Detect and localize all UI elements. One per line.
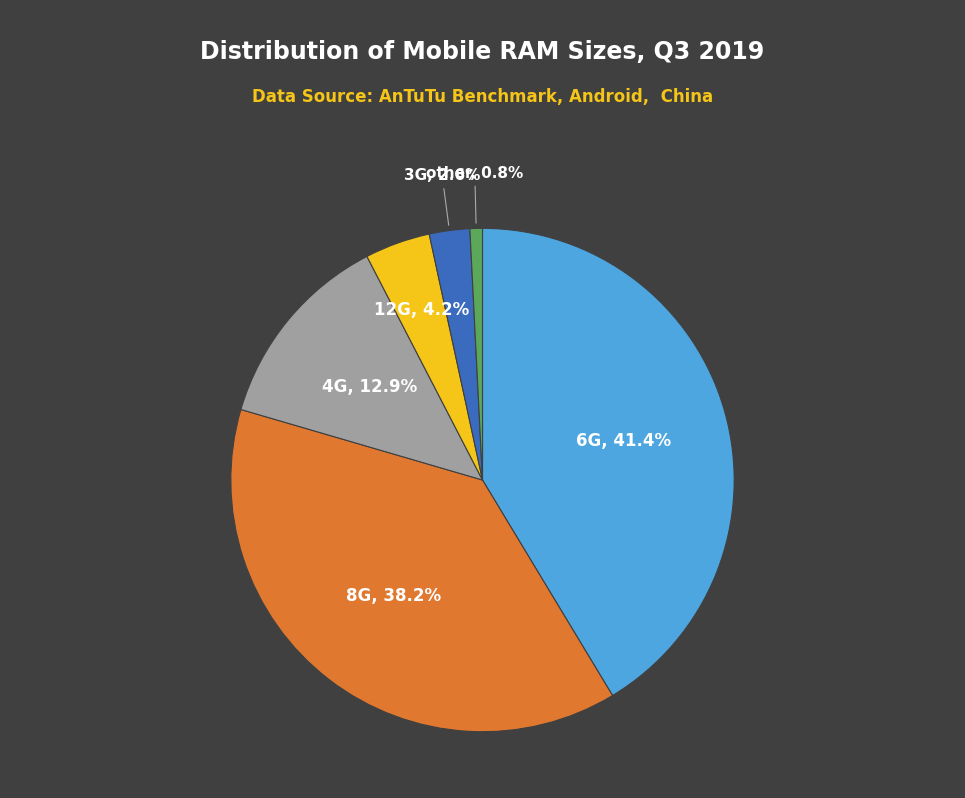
- Wedge shape: [367, 234, 482, 480]
- Text: 4G, 12.9%: 4G, 12.9%: [322, 378, 418, 397]
- Text: other, 0.8%: other, 0.8%: [427, 165, 523, 223]
- Wedge shape: [429, 229, 482, 480]
- Text: 8G, 38.2%: 8G, 38.2%: [345, 587, 441, 605]
- Text: Data Source: AnTuTu Benchmark, Android,  China: Data Source: AnTuTu Benchmark, Android, …: [252, 88, 713, 106]
- Text: 12G, 4.2%: 12G, 4.2%: [373, 301, 469, 318]
- Text: 6G, 41.4%: 6G, 41.4%: [575, 432, 671, 450]
- Wedge shape: [241, 256, 482, 480]
- Wedge shape: [482, 228, 734, 696]
- Wedge shape: [470, 228, 482, 480]
- Text: 3G, 2.6%: 3G, 2.6%: [404, 168, 481, 225]
- Wedge shape: [231, 409, 613, 732]
- Text: Distribution of Mobile RAM Sizes, Q3 2019: Distribution of Mobile RAM Sizes, Q3 201…: [201, 40, 764, 64]
